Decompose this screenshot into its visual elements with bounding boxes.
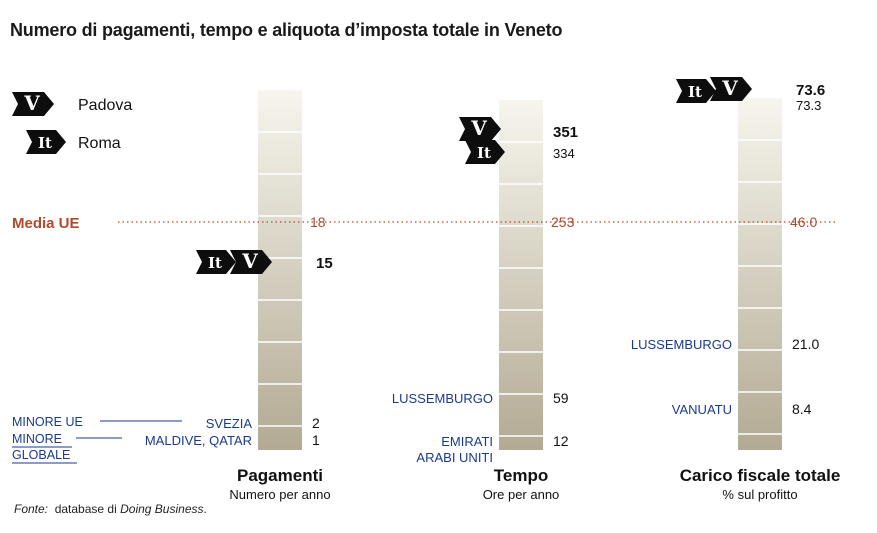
- value-padova-roma-pagamenti: 15: [316, 255, 333, 272]
- row-value-3-1: 21.0: [792, 336, 819, 352]
- group-minore-globale-2: GLOBALE: [12, 448, 70, 462]
- bar-3: [738, 98, 782, 450]
- row-name-2-2: ARABI UNITI: [416, 450, 493, 465]
- row-value-2-1: 59: [553, 390, 569, 406]
- badge-roma-pagamenti: It: [196, 250, 236, 274]
- value-padova-2: 351: [553, 124, 578, 141]
- badge-padova-tempo: V: [459, 116, 501, 141]
- source-note: Fonte: database di Doing Business.: [14, 502, 207, 516]
- chart-title-3: Carico fiscale totale: [680, 466, 841, 485]
- row-value-1-1: 2: [312, 415, 320, 431]
- chart-title-2: Tempo: [494, 466, 548, 485]
- row-value-1-2: 1: [312, 432, 320, 448]
- svg-text:V: V: [470, 116, 487, 140]
- legend-label-padova: Padova: [78, 97, 132, 114]
- chart-title: Numero di pagamenti, tempo e aliquota d’…: [10, 20, 563, 40]
- badge-padova-carico: V: [710, 76, 752, 101]
- badge-padova-pagamenti: V: [230, 249, 272, 274]
- value-roma-2: 334: [553, 146, 575, 161]
- svg-text:V: V: [23, 91, 40, 115]
- chart-subtitle-2: Ore per anno: [483, 487, 560, 502]
- value-padova-3: 73.6: [796, 82, 825, 99]
- ue-value-2: 253: [551, 214, 575, 230]
- svg-text:V: V: [721, 76, 738, 100]
- row-name-2-2: EMIRATI: [441, 434, 493, 449]
- group-minore-ue: MINORE UE: [12, 415, 83, 429]
- row-value-2-2: 12: [553, 433, 569, 449]
- legend-badge-v: V: [12, 91, 54, 116]
- badge-roma-tempo: It: [465, 140, 505, 164]
- ue-value-1: 18: [310, 214, 326, 230]
- row-name-1-2: MALDIVE, QATAR: [145, 433, 252, 448]
- row-name-1-1: SVEZIA: [206, 416, 253, 431]
- svg-text:It: It: [477, 144, 491, 162]
- chart-subtitle-1: Numero per anno: [229, 487, 330, 502]
- svg-text:It: It: [688, 83, 702, 101]
- legend-badge-it: It: [26, 130, 66, 154]
- row-name-2-1: LUSSEMBURGO: [392, 391, 493, 406]
- legend-label-roma: Roma: [78, 135, 121, 152]
- badge-roma-carico: It: [676, 79, 716, 103]
- chart-title-1: Pagamenti: [237, 466, 323, 485]
- row-name-3-1: LUSSEMBURGO: [631, 337, 732, 352]
- reference-label: Media UE: [12, 215, 80, 232]
- svg-text:V: V: [241, 249, 258, 273]
- group-minore-globale: MINORE: [12, 432, 62, 446]
- row-value-3-2: 8.4: [792, 401, 812, 417]
- svg-text:It: It: [208, 254, 222, 272]
- chart-subtitle-3: % sul profitto: [722, 487, 797, 502]
- svg-text:It: It: [38, 134, 52, 152]
- value-roma-3: 73.3: [796, 98, 821, 113]
- bar-1: [258, 90, 302, 450]
- ue-value-3: 46.0: [790, 214, 817, 230]
- bar-2: [499, 100, 543, 450]
- row-name-3-2: VANUATU: [672, 402, 732, 417]
